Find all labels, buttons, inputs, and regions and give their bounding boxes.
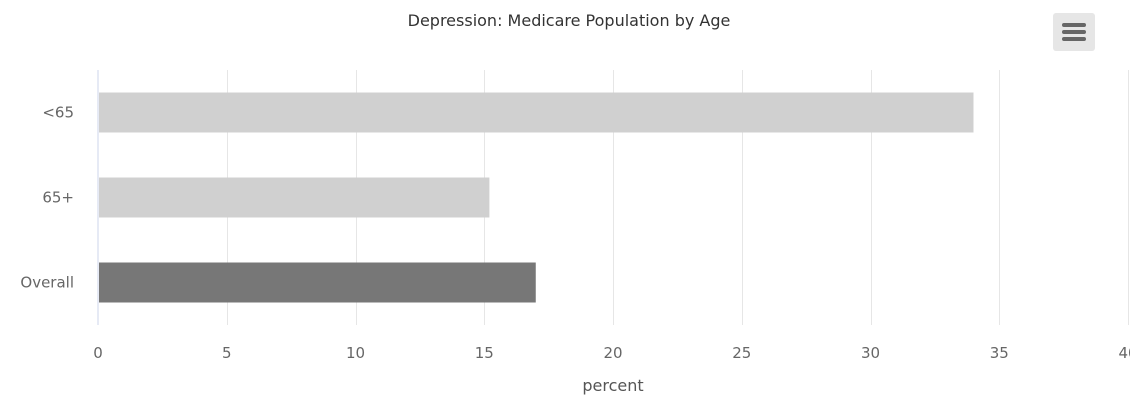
x-tick-label: 15 [475,344,494,362]
x-tick-label: 40 [1118,344,1130,362]
chart-title: Depression: Medicare Population by Age [408,11,731,30]
x-tick-label: 35 [990,344,1009,362]
bars [99,92,974,303]
chart-menu-button[interactable] [1053,13,1095,51]
x-tick-label: 0 [93,344,103,362]
x-tick-label: 5 [222,344,232,362]
bar[interactable] [99,92,974,133]
y-tick-label: 65+ [42,189,74,207]
y-tick-labels: <65 65+ Overall [20,104,74,292]
x-tick-label: 30 [861,344,880,362]
hamburger-menu-icon [1062,23,1086,41]
y-tick-label: <65 [42,104,74,122]
bar[interactable] [99,177,490,218]
x-tick-label: 20 [603,344,622,362]
y-tick-label: Overall [20,274,74,292]
x-tick-label: 10 [346,344,365,362]
x-tick-labels: 0 5 10 15 20 25 30 35 40 [93,344,1130,362]
x-tick-label: 25 [732,344,751,362]
bar[interactable] [99,262,536,303]
x-axis-title: percent [582,376,643,395]
